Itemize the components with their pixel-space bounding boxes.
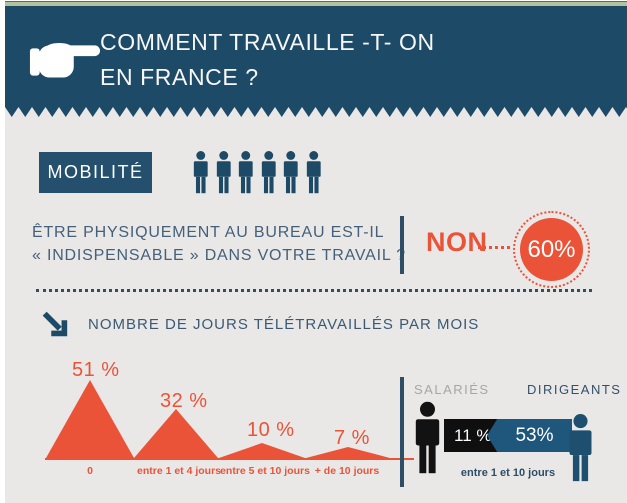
zigzag-edge — [5, 107, 627, 117]
page-title-line2: EN FRANCE ? — [100, 64, 259, 90]
chart-triangle — [219, 443, 305, 458]
telework-section-title: NOMBRE DE JOURS TÉLÉTRAVAILLÉS PAR MOIS — [88, 316, 480, 333]
comparison-caption: entre 1 et 10 jours — [460, 467, 556, 479]
chart-value-label: 10 % — [247, 419, 295, 441]
vertical-divider-comparison — [400, 377, 404, 487]
dotted-leader — [478, 246, 510, 249]
person-icon — [214, 145, 234, 201]
stat-circle-value: 60% — [527, 235, 576, 263]
header-band — [5, 6, 627, 107]
dirigeants-value: 53% — [515, 424, 554, 446]
person-icon — [259, 145, 279, 201]
top-accent-strip — [5, 1, 627, 7]
chart-baseline — [45, 458, 414, 460]
mobility-section-badge: MOBILITÉ — [39, 152, 152, 193]
chart-value-label: 51 % — [72, 359, 120, 381]
salaries-value: 11 % — [454, 425, 492, 445]
question-text: ÊTRE PHYSIQUEMENT AU BUREAU EST-IL « IND… — [32, 221, 406, 267]
chart-triangle — [134, 409, 218, 458]
stat-circle-inner: 60% — [520, 218, 583, 281]
chart-category-label: entre 1 et 4 jours — [136, 465, 222, 477]
arrow-down-right-icon — [42, 311, 68, 337]
salaries-label: SALARIÉS — [414, 382, 490, 397]
person-icon — [281, 145, 301, 201]
chart-value-label: 7 % — [334, 427, 370, 449]
mobility-section-label: MOBILITÉ — [47, 162, 144, 182]
chart-triangle — [46, 380, 134, 458]
answer-label: NON — [426, 227, 488, 257]
chart-category-label: 0 — [87, 465, 93, 477]
chart-triangle — [306, 447, 390, 458]
pointing-hand-icon — [29, 42, 101, 78]
dotted-section-divider — [36, 289, 592, 292]
chart-category-label: entre 5 et 10 jours — [220, 465, 310, 477]
stat-circle: 60% — [513, 211, 590, 288]
vertical-divider-question — [400, 216, 404, 274]
dirigeants-arrow-segment: 53% — [487, 419, 572, 452]
dirigeants-label: DIRIGEANTS — [527, 382, 622, 397]
salarie-person-icon — [411, 399, 444, 479]
person-icon — [191, 145, 211, 201]
comparison-bar: 11 % 53% — [444, 419, 572, 452]
question-line2: « INDISPENSABLE » DANS VOTRE TRAVAIL ? — [32, 247, 406, 264]
telework-days-chart — [37, 340, 419, 460]
person-icon — [236, 145, 256, 201]
page-title: COMMENT TRAVAILLE -T- ON EN FRANCE ? — [100, 25, 435, 95]
question-line1: ÊTRE PHYSIQUEMENT AU BUREAU EST-IL — [32, 224, 385, 241]
person-icon — [304, 145, 324, 201]
people-pictogram-row — [191, 145, 323, 201]
page-title-line1: COMMENT TRAVAILLE -T- ON — [100, 29, 435, 55]
chart-value-label: 32 % — [160, 390, 208, 412]
chart-category-label: + de 10 jours — [314, 465, 380, 477]
